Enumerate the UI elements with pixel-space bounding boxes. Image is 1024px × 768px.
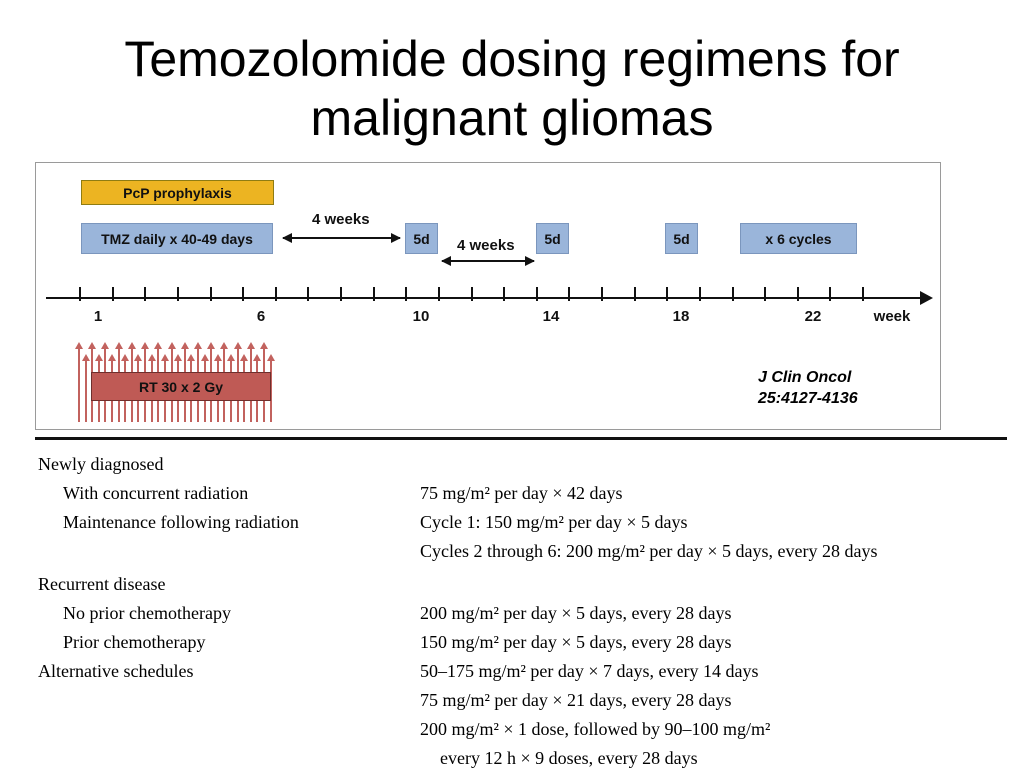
axis-tick (144, 287, 147, 301)
tmz-5day-box-3: 5d (665, 223, 698, 254)
axis-tick (209, 287, 212, 301)
row-value: Cycle 1: 150 mg/m² per day × 5 days (420, 512, 688, 532)
row-label: Maintenance following radiation (63, 512, 299, 532)
row-label: With concurrent radiation (63, 483, 249, 503)
table-row: Maintenance following radiation Cycle 1: … (38, 508, 1018, 537)
title-line-1: Temozolomide dosing regimens for (124, 31, 900, 87)
axis-tick (698, 287, 701, 301)
axis-label: 22 (804, 308, 822, 325)
table-row: No prior chemotherapy 200 mg/m² per day ×… (38, 599, 1018, 628)
axis-tick (242, 287, 245, 301)
axis-tick (503, 287, 506, 301)
row-value: Cycles 2 through 6: 200 mg/m² per day × … (420, 541, 878, 561)
citation-journal: J Clin Oncol (758, 369, 852, 386)
row-value: 75 mg/m² per day × 21 days, every 28 day… (420, 690, 732, 710)
interval-2-arrow (441, 256, 535, 266)
axis-arrowhead-icon (920, 291, 933, 305)
section-divider (35, 437, 1007, 440)
citation: J Clin Oncol 25:4127-4136 (758, 367, 858, 409)
interval-1-arrow (282, 233, 401, 243)
axis-tick (829, 287, 832, 301)
axis-tick (176, 287, 179, 301)
axis-label: week (873, 308, 911, 325)
axis-tick (405, 287, 408, 301)
row-label: Recurrent disease (38, 574, 166, 594)
row-value: 50–175 mg/m² per day × 7 days, every 14 … (420, 661, 759, 681)
axis-tick (731, 287, 734, 301)
interval-2-label: 4 weeks (457, 237, 515, 254)
tmz-5day-box-1: 5d (405, 223, 438, 254)
row-value: 200 mg/m² per day × 5 days, every 28 day… (420, 603, 732, 623)
dosing-table: Newly diagnosed With concurrent radiation… (38, 450, 1018, 768)
axis-tick (764, 287, 767, 301)
table-row: Newly diagnosed (38, 450, 1018, 479)
table-row: Alternative schedules 50–175 mg/m² per da… (38, 657, 1018, 686)
row-label: Prior chemotherapy (63, 632, 206, 652)
tmz-5day-box-2: 5d (536, 223, 569, 254)
table-row: Recurrent disease (38, 570, 1018, 599)
rt-fraction-arrow-icon (81, 354, 90, 422)
row-label: Alternative schedules (38, 661, 194, 681)
axis-label: 6 (256, 308, 266, 325)
axis-tick (79, 287, 81, 301)
pcp-prophylaxis-box: PcP prophylaxis (81, 180, 274, 205)
axis-label: 1 (93, 308, 103, 325)
title-line-2: malignant gliomas (310, 90, 714, 146)
table-row: Cycles 2 through 6: 200 mg/m² per day × … (38, 537, 1018, 566)
rt-box: RT 30 x 2 Gy (91, 372, 271, 401)
row-label: No prior chemotherapy (63, 603, 231, 623)
table-row: every 12 h × 9 doses, every 28 days (38, 744, 1018, 768)
row-value: 150 mg/m² per day × 5 days, every 28 day… (420, 632, 732, 652)
row-value: 75 mg/m² per day × 42 days (420, 483, 623, 503)
table-row: 200 mg/m² × 1 dose, followed by 90–100 m… (38, 715, 1018, 744)
axis-tick (535, 287, 538, 301)
row-label: Newly diagnosed (38, 454, 164, 474)
axis-tick (568, 287, 571, 301)
axis-tick (372, 287, 375, 301)
axis-tick (274, 287, 277, 301)
table-row: With concurrent radiation 75 mg/m² per da… (38, 479, 1018, 508)
axis-tick (437, 287, 440, 301)
axis-tick (633, 287, 636, 301)
rt-fraction-arrow-icon (75, 342, 83, 422)
axis-tick (307, 287, 310, 301)
cycles-box: x 6 cycles (740, 223, 857, 254)
row-value: every 12 h × 9 doses, every 28 days (440, 748, 698, 768)
axis-label: 14 (542, 308, 560, 325)
citation-reference: 25:4127-4136 (758, 390, 858, 407)
timeline-figure: PcP prophylaxis TMZ daily x 40-49 days 4… (35, 162, 941, 430)
axis-label: 18 (672, 308, 690, 325)
tmz-daily-box: TMZ daily x 40-49 days (81, 223, 273, 254)
axis-tick (796, 287, 799, 301)
axis-tick (601, 287, 603, 301)
axis-label: 10 (412, 308, 430, 325)
interval-1-label: 4 weeks (312, 211, 370, 228)
row-value: 200 mg/m² × 1 dose, followed by 90–100 m… (420, 719, 771, 739)
table-row: Prior chemotherapy 150 mg/m² per day × 5 … (38, 628, 1018, 657)
axis-tick (666, 287, 669, 301)
axis-tick (340, 287, 342, 301)
axis-tick (470, 287, 473, 301)
axis-line (46, 297, 921, 299)
slide-title: Temozolomide dosing regimens for maligna… (0, 30, 1024, 148)
table-row: 75 mg/m² per day × 21 days, every 28 day… (38, 686, 1018, 715)
axis-tick (111, 287, 114, 301)
axis-tick (862, 287, 864, 301)
